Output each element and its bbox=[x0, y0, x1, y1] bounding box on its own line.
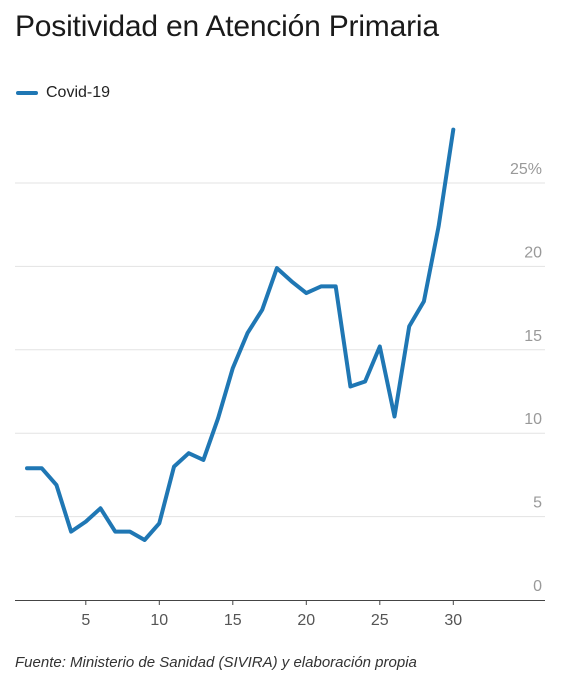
gridlines bbox=[15, 182, 545, 518]
y-tick-label: 10 bbox=[524, 411, 542, 428]
x-tick-label: 20 bbox=[297, 612, 315, 629]
x-tick-label: 15 bbox=[224, 612, 242, 629]
chart-title: Positividad en Atención Primaria bbox=[15, 10, 439, 43]
y-axis-ticks: 0 5 10 15 20 25% bbox=[510, 161, 542, 595]
legend-label-covid-19: Covid-19 bbox=[46, 84, 111, 101]
y-tick-label: 5 bbox=[533, 495, 542, 512]
legend: Covid-19 bbox=[16, 84, 110, 102]
x-tick-label: 10 bbox=[150, 612, 168, 629]
y-tick-label: 25% bbox=[510, 161, 542, 178]
x-tick-label: 25 bbox=[371, 612, 389, 629]
x-tick-label: 5 bbox=[81, 612, 90, 629]
legend-swatch-covid-19 bbox=[16, 91, 38, 95]
x-tick-label: 30 bbox=[444, 612, 462, 629]
y-tick-label: 15 bbox=[524, 328, 542, 345]
series-line-covid-19 bbox=[25, 127, 456, 542]
series-layer bbox=[25, 127, 456, 542]
x-axis-ticks: 5 10 15 20 25 30 bbox=[81, 600, 462, 629]
y-tick-label: 0 bbox=[533, 578, 542, 595]
y-tick-label: 20 bbox=[524, 244, 542, 261]
source-note: Fuente: Ministerio de Sanidad (SIVIRA) y… bbox=[15, 654, 417, 671]
